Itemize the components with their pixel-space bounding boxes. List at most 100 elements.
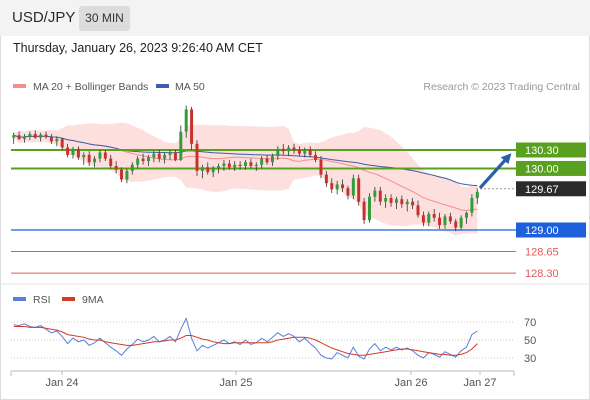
candle-body	[98, 152, 102, 159]
candle	[254, 162, 258, 171]
chart-header: USD/JPY 30 MIN	[0, 0, 590, 36]
candle-body	[335, 184, 339, 190]
rsi-line	[13, 317, 478, 360]
legend-label-9ma: 9MA	[82, 294, 104, 306]
candle	[475, 189, 479, 205]
level-label-support: 128.65	[525, 247, 559, 259]
candle-body	[475, 191, 479, 198]
candle	[303, 147, 307, 158]
candle	[270, 153, 274, 166]
candle-body	[211, 168, 215, 173]
candle-body	[109, 158, 113, 166]
candle	[93, 156, 97, 168]
candle-body	[411, 201, 415, 206]
level-label-support: 128.30	[525, 268, 559, 280]
candle	[405, 199, 409, 212]
candle	[341, 179, 345, 192]
candle	[421, 211, 425, 227]
candle-body	[470, 198, 474, 213]
candle-body	[222, 163, 226, 166]
x-tick-label: Jan 26	[394, 377, 427, 389]
candle-body	[303, 150, 307, 154]
candle-body	[87, 154, 91, 163]
credit-text: Research © 2023 Trading Central	[423, 81, 580, 93]
legend-label-ma50: MA 50	[175, 81, 205, 93]
bollinger-band-area	[13, 122, 478, 236]
candle	[265, 154, 269, 165]
candle-body	[233, 164, 237, 168]
candle-body	[389, 198, 393, 203]
rsi-tick-label: 50	[524, 335, 536, 347]
candle	[184, 105, 188, 138]
candle-body	[244, 162, 247, 166]
candle	[454, 218, 458, 232]
candle	[244, 159, 247, 170]
candle-body	[249, 162, 253, 166]
x-tick-label: Jan 25	[219, 377, 252, 389]
candle-body	[152, 153, 156, 158]
candle-body	[190, 109, 194, 144]
candle-body	[324, 174, 328, 184]
candle-body	[384, 198, 388, 202]
candle	[217, 163, 221, 174]
candle	[55, 136, 59, 147]
candle	[44, 131, 48, 139]
bollinger-bands	[13, 122, 478, 236]
candle-body	[459, 217, 463, 228]
price-levels	[11, 149, 516, 274]
legend-swatch-ma50	[156, 84, 169, 88]
candle	[378, 186, 382, 206]
legend-swatch-rsi	[13, 297, 26, 301]
candle-body	[448, 216, 452, 222]
candle-body	[265, 158, 269, 163]
candle-body	[130, 164, 134, 171]
candle	[443, 214, 447, 229]
candle	[12, 132, 16, 144]
candle	[17, 131, 21, 141]
candle-body	[378, 190, 382, 202]
candle-body	[287, 147, 291, 152]
candle	[146, 154, 150, 166]
candle-body	[427, 214, 431, 223]
candle	[416, 200, 420, 218]
candle-body	[368, 196, 371, 221]
candle	[125, 168, 129, 184]
candle-body	[200, 167, 204, 171]
trend-arrow	[478, 153, 512, 190]
timeframe-button[interactable]: 30 MIN	[79, 6, 130, 31]
candle	[76, 146, 80, 160]
candle	[173, 150, 177, 162]
symbol-title: USD/JPY	[12, 9, 76, 26]
level-label-resistance: 130.00	[525, 163, 559, 175]
candle-body	[44, 134, 48, 138]
candle	[427, 211, 431, 227]
candle-body	[93, 158, 97, 163]
candle-body	[168, 152, 172, 155]
candle-body	[270, 156, 274, 163]
rsi-tick-labels: 70 50 30	[524, 317, 536, 365]
candle	[211, 166, 215, 178]
candle	[459, 215, 463, 230]
candle	[362, 198, 366, 224]
candle	[49, 134, 53, 144]
candle	[136, 156, 140, 169]
candle-body	[341, 184, 345, 189]
candle	[249, 158, 253, 169]
candle-body	[55, 138, 59, 142]
candle-body	[82, 154, 86, 158]
candle	[60, 137, 64, 150]
level-labels: 130.30 130.00 129.67 129.00 128.65 128.30	[516, 142, 586, 280]
candle-body	[330, 183, 334, 190]
legend-label-rsi: RSI	[33, 294, 51, 306]
candle-body	[66, 147, 70, 155]
candle-body	[71, 148, 75, 155]
candle	[335, 180, 339, 195]
legend-swatch-9ma	[62, 297, 75, 301]
candle-body	[103, 152, 107, 159]
candle	[66, 143, 70, 158]
candle-body	[163, 154, 167, 159]
candle	[98, 150, 102, 163]
candle-body	[217, 166, 221, 169]
candle	[222, 159, 226, 171]
candle-body	[438, 217, 442, 226]
